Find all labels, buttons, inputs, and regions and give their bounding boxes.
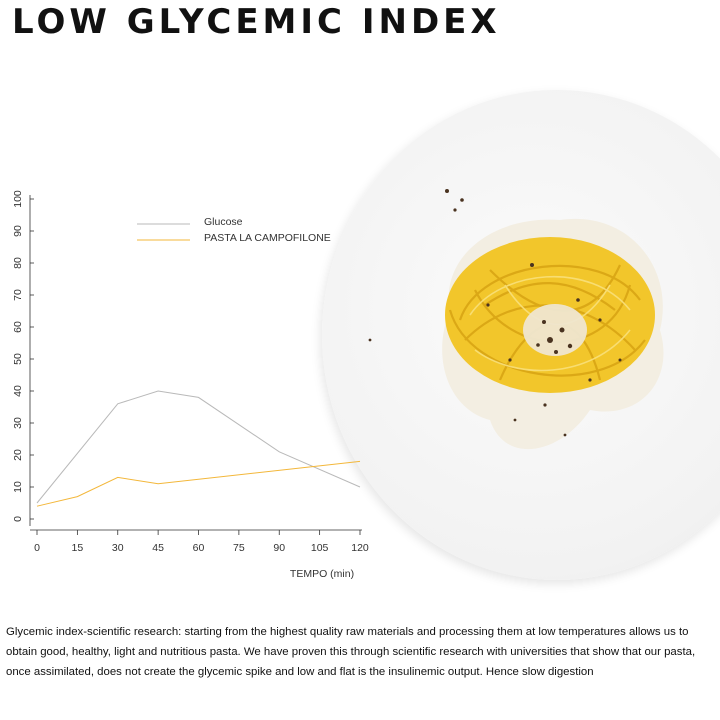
series-line-pasta <box>36 460 361 507</box>
legend-label-pasta: PASTA LA CAMPOFILONE <box>204 232 331 244</box>
legend-label-glucose: Glucose <box>204 216 243 228</box>
chart-legend: Glucose PASTA LA CAMPOFILONE <box>137 216 331 244</box>
y-tick-label: 0 <box>12 516 24 522</box>
x-tick-label: 15 <box>72 542 84 554</box>
pasta-illustration <box>368 189 664 450</box>
y-tick-label: 60 <box>12 321 24 333</box>
y-tick-label: 10 <box>12 481 24 493</box>
black-pepper <box>368 189 622 437</box>
cheese-cream <box>523 304 587 356</box>
series-line-glucose <box>36 390 361 504</box>
x-tick-label: 45 <box>152 542 164 554</box>
y-tick-label: 40 <box>12 385 24 397</box>
page-title: LOW GLYCEMIC INDEX <box>12 2 501 42</box>
pasta-plate-image <box>300 60 720 620</box>
x-tick-label: 0 <box>34 542 40 554</box>
y-tick-label: 30 <box>12 417 24 429</box>
x-tick-label: 75 <box>233 542 245 554</box>
y-tick-label: 50 <box>12 353 24 365</box>
x-tick-label: 30 <box>112 542 124 554</box>
chart-axes: 0 10 20 30 40 50 60 70 80 90 100 0 15 30 45 60 75 90 105 12… <box>12 190 369 554</box>
glycemic-chart: 0 10 20 30 40 50 60 70 80 90 100 0 15 30 45 60 75 90 105 12… <box>12 190 369 580</box>
chart-series <box>36 390 361 507</box>
y-tick-label: 90 <box>12 225 24 237</box>
x-tick-label: 90 <box>273 542 285 554</box>
y-tick-label: 80 <box>12 257 24 269</box>
description-text: Glycemic index-scientific research: star… <box>6 626 696 678</box>
y-tick-label: 100 <box>12 190 24 208</box>
x-tick-label: 60 <box>193 542 205 554</box>
x-tick-label: 105 <box>311 542 329 554</box>
y-tick-label: 70 <box>12 289 24 301</box>
x-tick-label: 120 <box>351 542 369 554</box>
x-axis-label: TEMPO (min) <box>290 568 354 580</box>
y-tick-label: 20 <box>12 449 24 461</box>
